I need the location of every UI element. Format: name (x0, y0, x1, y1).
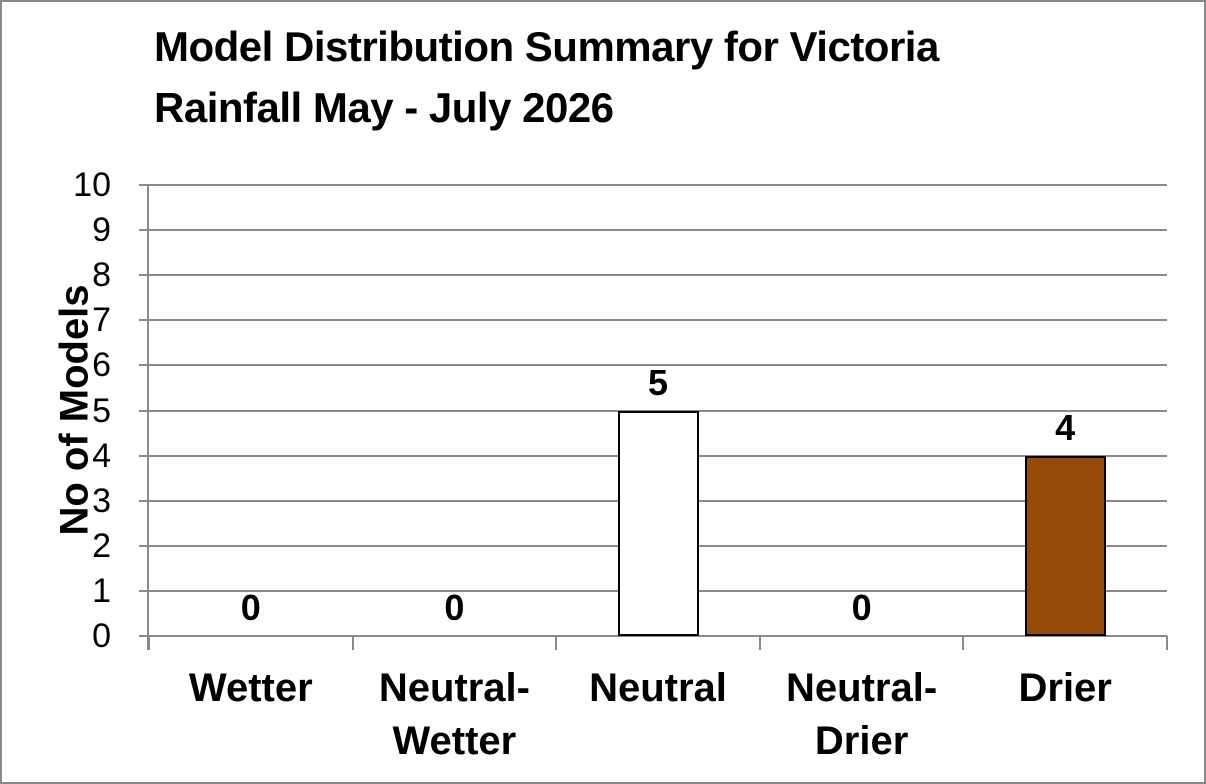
x-category-label: Neutral (589, 666, 727, 710)
y-tick (139, 409, 149, 412)
x-tick (758, 636, 761, 650)
y-tick (139, 499, 149, 502)
plot-area: 0 1 2 3 4 5 6 7 8 9 10 0 Wetter 0 Neutral- Wetter 5 Neut… (73, 168, 1168, 763)
bar-data-label: 4 (1055, 406, 1076, 448)
y-tick (139, 635, 149, 637)
y-tick (139, 319, 149, 322)
y-tick-label: 10 (73, 166, 111, 204)
chart-title-line1: Model Distribution Summary for Victoria (154, 23, 939, 70)
x-category-label: Wetter (188, 666, 313, 710)
x-axis-line (149, 635, 1167, 637)
y-tick-label: 1 (92, 571, 111, 610)
bar (1024, 455, 1106, 636)
chart-title: Model Distribution Summary for Victoria … (154, 16, 939, 138)
y-tick (139, 454, 149, 457)
x-tick (962, 636, 965, 650)
bar-data-label: 5 (647, 361, 669, 403)
x-tick (555, 636, 558, 650)
x-category-label: Drier (1018, 666, 1112, 710)
x-category-label: Neutral- Drier (786, 666, 938, 763)
gridline (149, 364, 1167, 367)
x-tick (148, 636, 150, 650)
bar-data-label: 0 (240, 587, 261, 628)
x-tick (351, 636, 354, 650)
bar (617, 410, 699, 636)
gridline (149, 319, 1167, 322)
y-tick (139, 274, 149, 277)
gridline (149, 229, 1167, 232)
y-tick-label: 9 (92, 211, 111, 250)
y-tick-label: 2 (92, 526, 111, 565)
y-tick (139, 184, 149, 186)
y-tick (139, 229, 149, 232)
bar-data-label: 0 (444, 587, 465, 628)
gridline (149, 274, 1167, 277)
y-tick-label: 4 (92, 436, 111, 475)
gridline (149, 184, 1167, 186)
y-tick-label: 7 (92, 301, 111, 340)
y-tick-label: 5 (92, 391, 111, 430)
y-tick (139, 589, 149, 592)
y-tick-label: 8 (92, 256, 111, 295)
y-tick-label: 0 (92, 617, 111, 655)
chart-title-line2: Rainfall May - July 2026 (154, 84, 614, 131)
y-tick-label: 3 (92, 481, 111, 520)
y-tick-label: 6 (92, 346, 111, 385)
x-category-label: Neutral- Wetter (378, 666, 530, 763)
y-tick (139, 364, 149, 367)
x-tick (1166, 636, 1168, 650)
y-tick (139, 544, 149, 547)
y-axis-line (147, 185, 149, 650)
bar-data-label: 0 (851, 587, 872, 628)
